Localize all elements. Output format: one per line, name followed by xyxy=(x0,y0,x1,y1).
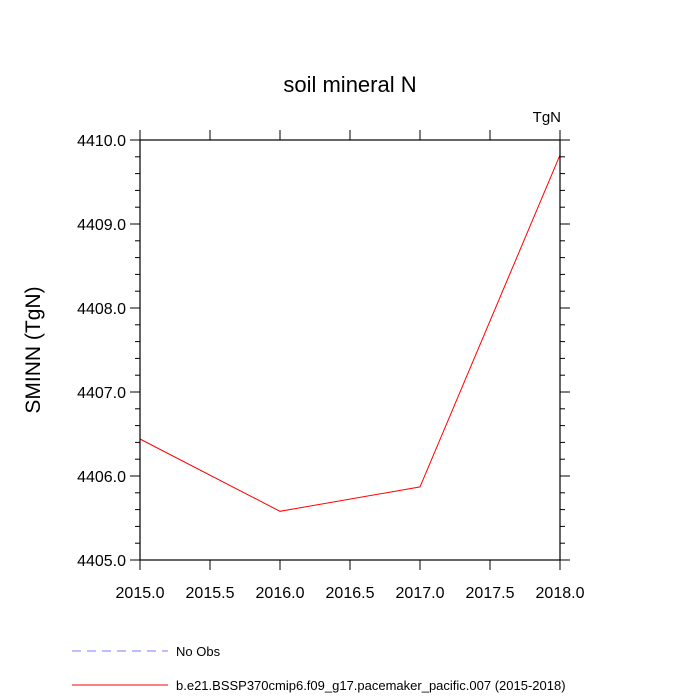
axis-ticks xyxy=(130,130,570,570)
x-tick-label: 2018.0 xyxy=(536,585,585,602)
x-tick-label: 2017.5 xyxy=(466,585,515,602)
legend: No Obs b.e21.BSSP370cmip6.f09_g17.pacemak… xyxy=(72,644,566,693)
x-tick-label: 2015.5 xyxy=(186,585,235,602)
x-tick-label: 2017.0 xyxy=(396,585,445,602)
y-tick-label: 4410.0 xyxy=(77,133,126,150)
legend-label: b.e21.BSSP370cmip6.f09_g17.pacemaker_pac… xyxy=(176,678,566,693)
series-line xyxy=(139,154,561,512)
x-tick-labels: 2015.0 2015.5 2016.0 2016.5 2017.0 2017.5 2018… xyxy=(116,585,585,602)
x-tick-label: 2016.5 xyxy=(326,585,375,602)
units-label: TgN xyxy=(533,109,561,126)
x-tick-label: 2016.0 xyxy=(256,585,305,602)
x-tick-label: 2015.0 xyxy=(116,585,165,602)
y-tick-labels: 4405.0 4406.0 4407.0 4408.0 4409.0 4410.0 xyxy=(77,133,126,570)
plot-series xyxy=(139,154,561,512)
y-tick-label: 4408.0 xyxy=(77,301,126,318)
chart-title: soil mineral N xyxy=(283,72,416,97)
y-axis-label: SMINN (TgN) xyxy=(22,286,45,413)
y-tick-label: 4405.0 xyxy=(77,553,126,570)
y-tick-label: 4407.0 xyxy=(77,385,126,402)
legend-label: No Obs xyxy=(176,644,221,659)
y-tick-label: 4406.0 xyxy=(77,469,126,486)
plot-frame xyxy=(139,139,561,561)
y-tick-label: 4409.0 xyxy=(77,217,126,234)
